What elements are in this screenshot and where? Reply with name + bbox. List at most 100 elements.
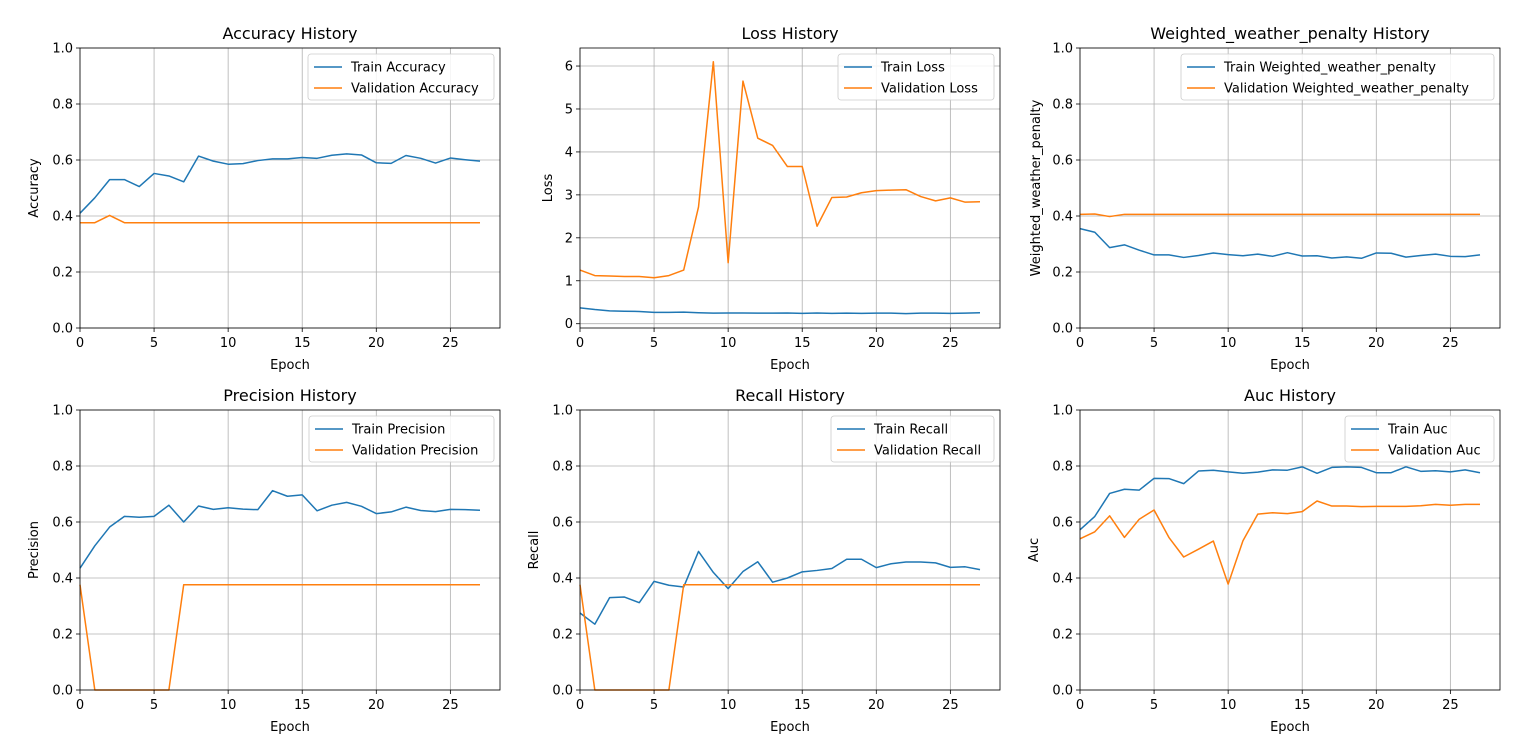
- x-tick-label: 0: [576, 336, 584, 351]
- x-tick-label: 0: [76, 336, 84, 351]
- y-axis-label: Auc: [1027, 538, 1042, 562]
- y-tick-label: 2: [565, 231, 573, 246]
- series-line-train: [1079, 466, 1481, 531]
- x-tick-label: 25: [442, 336, 459, 351]
- x-tick-label: 5: [650, 336, 658, 351]
- legend: Train Precision Validation Precision: [308, 415, 495, 463]
- x-tick-label: 10: [220, 698, 237, 713]
- series-line-train: [1079, 227, 1481, 260]
- y-tick-label: 1.0: [52, 42, 73, 57]
- x-tick-label: 20: [368, 698, 385, 713]
- y-tick-label: 0.0: [52, 322, 73, 337]
- series-line-train: [79, 489, 481, 569]
- y-tick-label: 0.6: [1052, 516, 1073, 531]
- x-tick-label: 5: [150, 698, 158, 713]
- y-tick-label: 0.6: [52, 154, 73, 169]
- y-tick-label: 0.6: [1052, 154, 1073, 169]
- subplot-5: 0 5 10 15 20 25 0.0 0.2 0.4 0.6 0.8 1.0 Recall Histo…: [527, 386, 1001, 735]
- legend-label-validation: Validation Precision: [352, 444, 478, 459]
- y-tick-label: 0.2: [52, 266, 73, 281]
- y-tick-label: 0.2: [1052, 266, 1073, 281]
- y-tick-label: 0.0: [1052, 322, 1073, 337]
- series-line-validation: [579, 60, 981, 279]
- x-axis-label: Epoch: [770, 358, 810, 373]
- axes-frame: [579, 409, 1001, 691]
- x-tick-label: 20: [1368, 698, 1385, 713]
- chart-title: Recall History: [735, 386, 845, 405]
- x-tick-label: 0: [1076, 698, 1084, 713]
- y-tick-label: 0.8: [1052, 460, 1073, 475]
- subplot-1: 0 5 10 15 20 25 0.0 0.2 0.4 0.6 0.8 1.0 Accuracy His…: [27, 24, 501, 373]
- y-tick-label: 6: [565, 60, 573, 75]
- y-axis-label: Precision: [27, 521, 42, 579]
- legend: Train Recall Validation Recall: [830, 415, 995, 463]
- y-tick-label: 1.0: [1052, 42, 1073, 57]
- x-tick-label: 15: [1294, 698, 1311, 713]
- y-tick-label: 0.8: [52, 460, 73, 475]
- x-tick-label: 20: [868, 698, 885, 713]
- x-tick-label: 10: [720, 698, 737, 713]
- x-tick-label: 10: [220, 336, 237, 351]
- legend-label-train: Train Accuracy: [350, 61, 446, 76]
- legend-box: [830, 415, 995, 463]
- subplot-3: 0 5 10 15 20 25 0.0 0.2 0.4 0.6 0.8 1.0 Weighted_wea…: [1029, 24, 1501, 373]
- x-tick-label: 0: [576, 698, 584, 713]
- legend-box: [307, 53, 495, 101]
- y-tick-label: 0.4: [1052, 210, 1073, 225]
- chart-title: Precision History: [223, 386, 356, 405]
- x-tick-label: 25: [942, 698, 959, 713]
- y-axis-label: Weighted_weather_penalty: [1029, 99, 1044, 276]
- x-tick-label: 5: [1150, 698, 1158, 713]
- x-tick-label: 15: [794, 698, 811, 713]
- series-line-validation: [80, 214, 480, 224]
- legend-label-train: Train Precision: [351, 423, 445, 438]
- legend-label-validation: Validation Weighted_weather_penalty: [1224, 82, 1469, 97]
- legend-label-validation: Validation Recall: [874, 444, 981, 459]
- y-tick-label: 3: [565, 188, 573, 203]
- x-tick-label: 5: [150, 336, 158, 351]
- legend-label-validation: Validation Auc: [1388, 444, 1481, 459]
- x-tick-label: 10: [1220, 336, 1237, 351]
- x-tick-label: 15: [794, 336, 811, 351]
- legend-box: [1344, 415, 1495, 463]
- x-tick-label: 25: [942, 336, 959, 351]
- series-line-train: [79, 153, 481, 214]
- axes-frame: [79, 409, 501, 691]
- legend: Train Auc Validation Auc: [1344, 415, 1495, 463]
- legend-label-train: Train Recall: [873, 423, 948, 438]
- x-axis-label: Epoch: [1270, 358, 1310, 373]
- x-tick-label: 25: [1442, 698, 1459, 713]
- legend-label-train: Train Auc: [1387, 423, 1448, 438]
- legend: Train Accuracy Validation Accuracy: [307, 53, 495, 101]
- x-tick-label: 15: [294, 698, 311, 713]
- axes-frame: [579, 47, 1001, 329]
- legend-box: [308, 415, 495, 463]
- legend-box: [837, 53, 995, 101]
- x-tick-label: 10: [1220, 698, 1237, 713]
- axes-frame: [1079, 47, 1501, 329]
- y-tick-label: 1: [565, 274, 573, 289]
- series-line-validation: [1079, 500, 1480, 585]
- y-tick-label: 0.8: [1052, 98, 1073, 113]
- x-axis-label: Epoch: [270, 720, 310, 735]
- y-tick-label: 0.6: [552, 516, 573, 531]
- y-tick-label: 0: [565, 317, 573, 332]
- legend: Train Loss Validation Loss: [837, 53, 995, 101]
- y-tick-label: 0.2: [52, 628, 73, 643]
- x-tick-label: 25: [1442, 336, 1459, 351]
- x-tick-label: 15: [1294, 336, 1311, 351]
- x-tick-label: 15: [294, 336, 311, 351]
- series-line-validation: [1079, 213, 1480, 218]
- legend-label-train: Train Weighted_weather_penalty: [1223, 61, 1436, 76]
- y-tick-label: 1.0: [1052, 404, 1073, 419]
- y-axis-label: Recall: [527, 531, 542, 570]
- chart-title: Loss History: [741, 24, 838, 43]
- axes-frame: [79, 47, 501, 329]
- y-tick-label: 0.0: [52, 684, 73, 699]
- chart-title: Accuracy History: [222, 24, 357, 43]
- y-tick-label: 0.4: [52, 210, 73, 225]
- y-tick-label: 0.4: [1052, 572, 1073, 587]
- y-axis-label: Accuracy: [27, 158, 42, 218]
- y-axis-label: Loss: [541, 174, 556, 203]
